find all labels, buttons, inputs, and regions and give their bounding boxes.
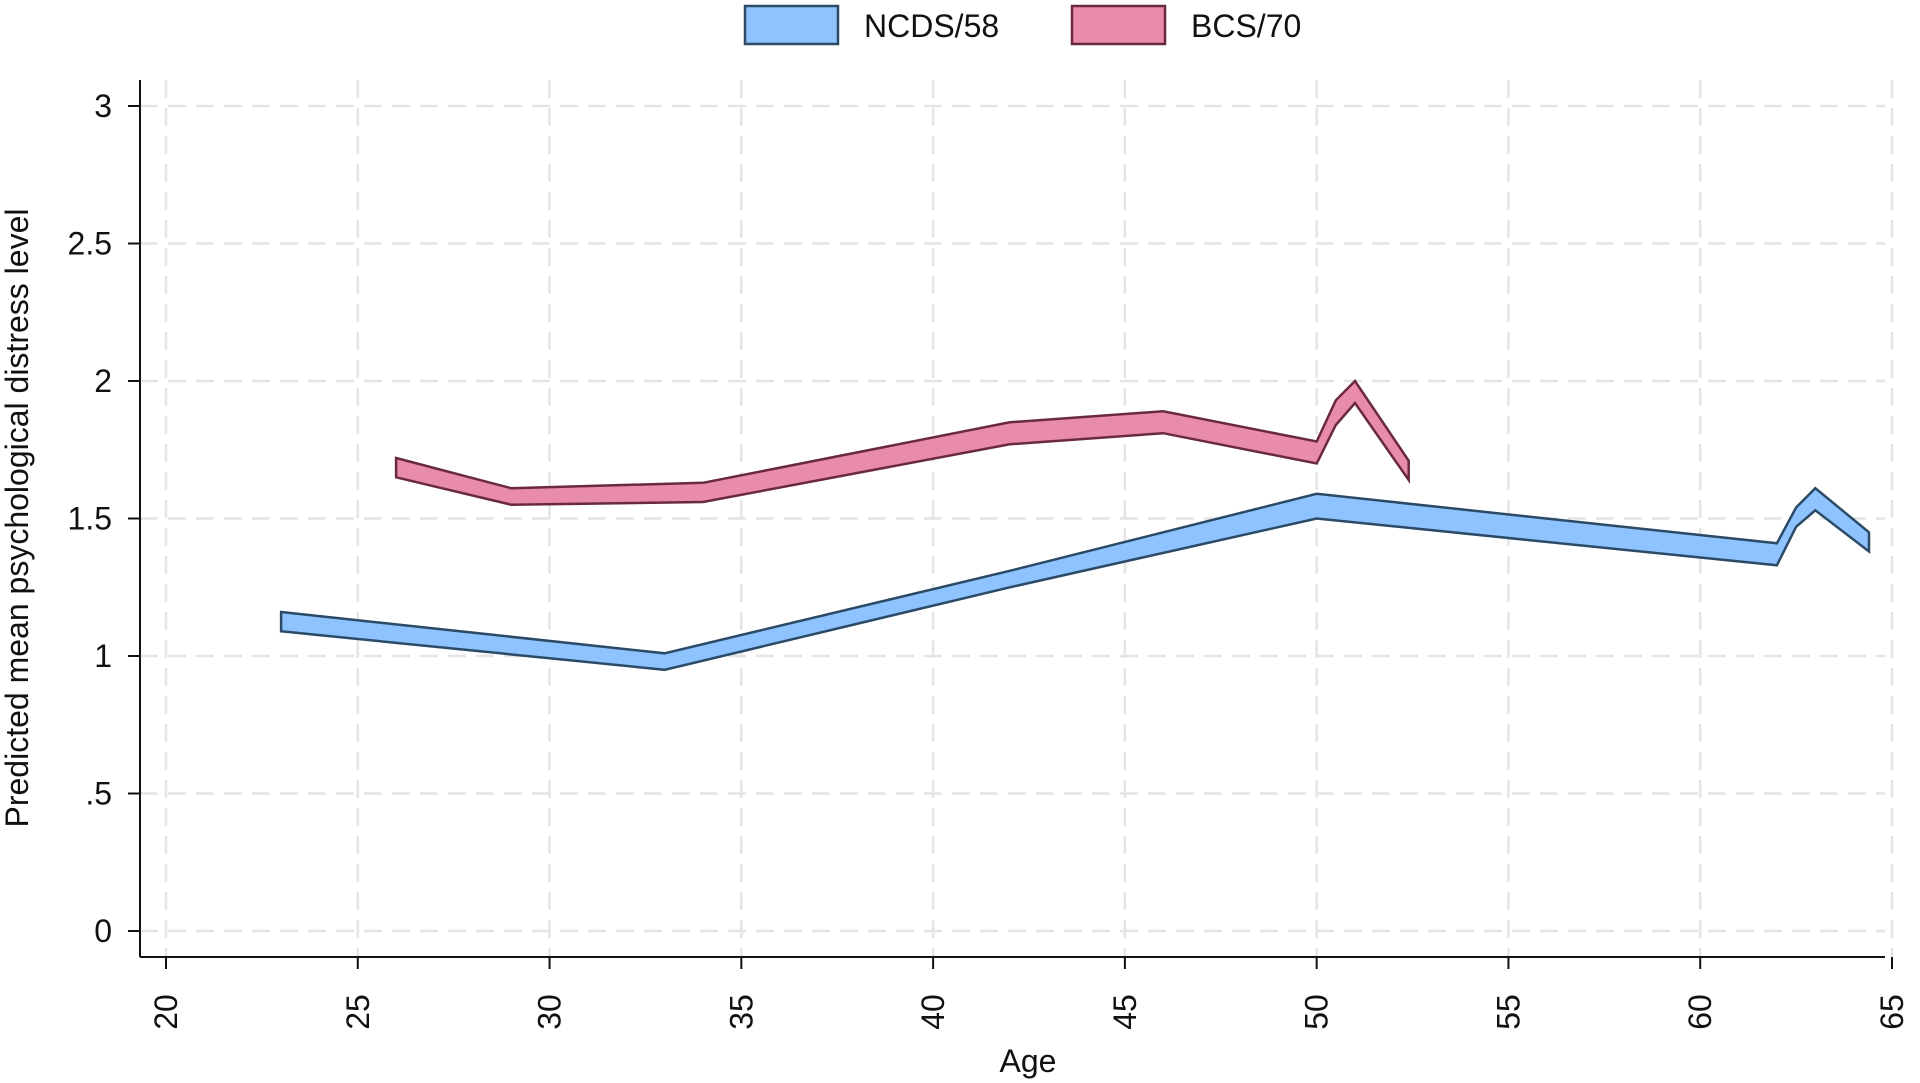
x-tick-label: 40	[915, 994, 951, 1030]
x-tick-label: 55	[1490, 994, 1526, 1030]
x-tick-label: 25	[340, 994, 376, 1030]
legend-label: BCS/70	[1191, 8, 1301, 44]
legend-label: NCDS/58	[864, 8, 999, 44]
x-tick-label: 50	[1299, 994, 1335, 1030]
x-tick-label: 20	[148, 994, 184, 1030]
grid	[140, 80, 1894, 957]
x-tick-label: 45	[1107, 994, 1143, 1030]
x-tick-label: 35	[723, 994, 759, 1030]
y-tick-label: 2.5	[68, 226, 112, 262]
x-tick-label: 30	[532, 994, 568, 1030]
y-tick-label: .5	[85, 776, 112, 812]
ticks: 0 .5 1 1.5 2 2.5 3 20 25 30 35 40 45 50 55 60 65	[68, 88, 1910, 1030]
y-axis-title: Predicted mean psychological distress le…	[0, 209, 35, 828]
band-bcs-70	[394, 379, 1410, 506]
plot-bands	[279, 379, 1871, 672]
legend: NCDS/58 BCS/70	[743, 4, 1301, 46]
band-ncds-58	[279, 486, 1871, 672]
y-tick-label: 0	[94, 913, 112, 949]
x-tick-label: 65	[1874, 994, 1910, 1030]
y-tick-label: 3	[94, 88, 112, 124]
legend-swatch	[1070, 4, 1167, 46]
y-tick-label: 1	[94, 638, 112, 674]
x-tick-label: 60	[1682, 994, 1718, 1030]
x-axis-title: Age	[1000, 1043, 1057, 1079]
y-tick-label: 1.5	[68, 501, 112, 537]
y-tick-label: 2	[94, 363, 112, 399]
legend-swatch	[743, 4, 840, 46]
